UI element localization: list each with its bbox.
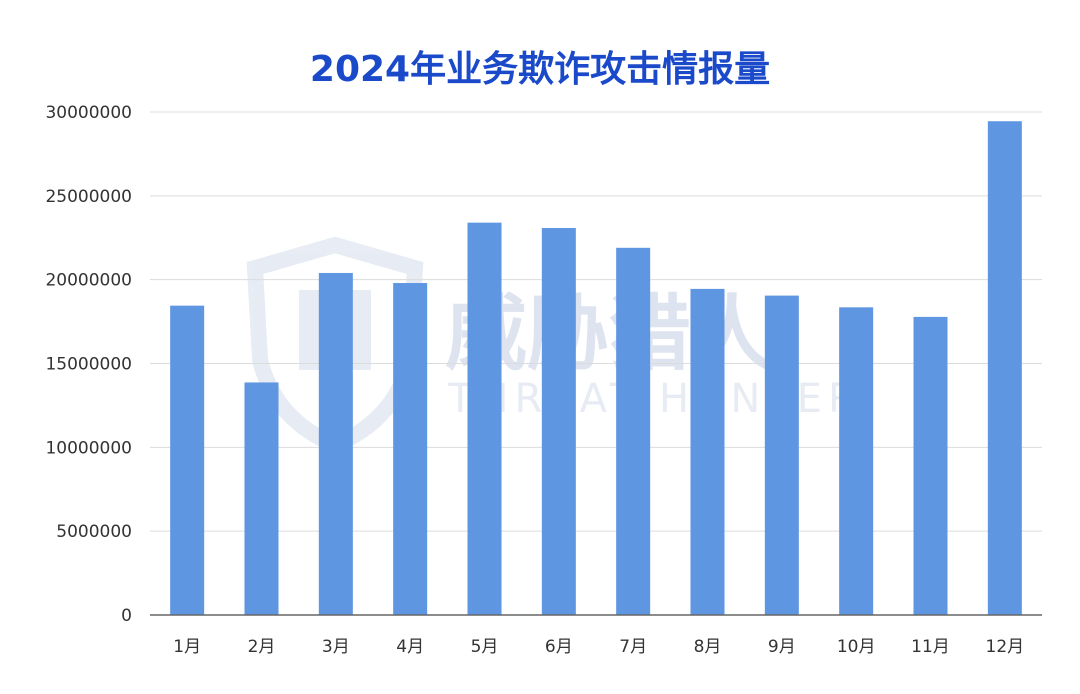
bar-5 [467,222,502,615]
y-tick-label: 25000000 [45,187,132,207]
x-tick-label: 5月 [471,637,499,657]
x-tick-label: 4月 [396,637,424,657]
x-tick-label: 9月 [768,637,796,657]
bars [170,121,1022,615]
bar-8 [690,288,725,615]
watermark-en: THREAT HUNTER [447,376,862,422]
bar-10 [839,307,874,615]
bar-7 [616,247,651,615]
y-tick-label: 15000000 [45,355,132,375]
y-tick-label: 10000000 [45,438,132,458]
bar-6 [541,228,576,615]
x-tick-label: 3月 [322,637,350,657]
x-axis-ticks: 1月 2月 3月 4月 5月 6月 7月 8月 9月 10月 11月 12月 [173,637,1024,657]
y-tick-label: 5000000 [56,522,132,542]
x-tick-label: 1月 [173,637,201,657]
y-tick-label: 30000000 [45,103,132,123]
bar-4 [393,283,428,615]
y-tick-label: 0 [121,606,132,626]
x-tick-label: 2月 [248,637,276,657]
x-tick-label: 8月 [694,637,722,657]
bar-2 [244,382,279,615]
y-tick-label: 20000000 [45,271,132,291]
bar-12 [987,121,1022,615]
x-tick-label: 6月 [545,637,573,657]
bar-3 [318,272,353,615]
x-tick-label: 12月 [986,637,1025,657]
bar-11 [913,316,948,615]
x-tick-label: 10月 [837,637,876,657]
y-axis-ticks: 0 5000000 10000000 15000000 20000000 25000000… [45,103,132,626]
x-tick-label: 7月 [619,637,647,657]
chart-title: 2024年业务欺诈攻击情报量 [309,49,771,90]
bar-1 [170,305,205,615]
x-tick-label: 11月 [911,637,950,657]
grid-lines [150,111,1042,532]
bar-9 [764,295,799,615]
